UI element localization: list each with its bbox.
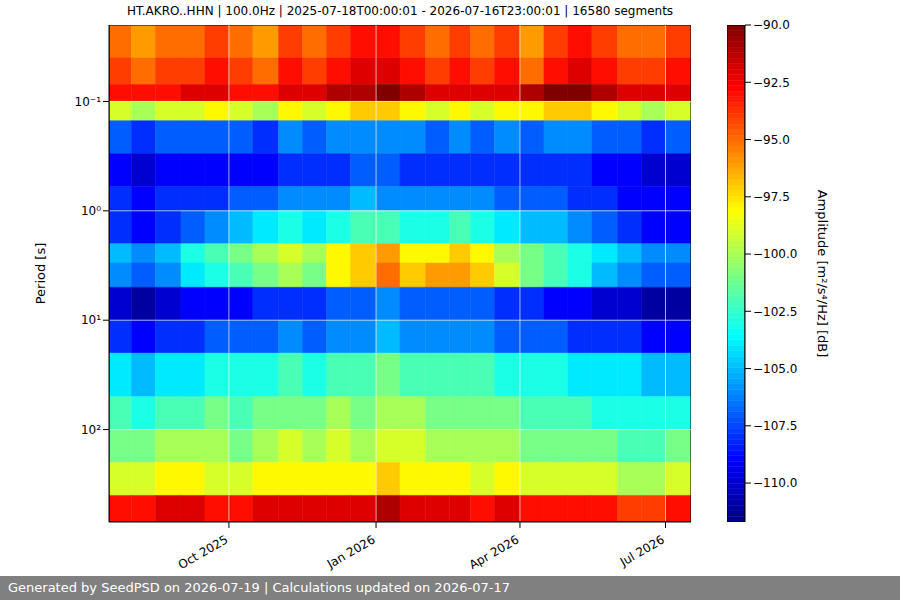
- svg-text:Amplitude [m²/s⁴/Hz] [dB]: Amplitude [m²/s⁴/Hz] [dB]: [815, 190, 830, 358]
- svg-text:−97.5: −97.5: [753, 190, 790, 204]
- svg-text:−92.5: −92.5: [753, 76, 790, 90]
- svg-text:−107.5: −107.5: [753, 419, 797, 433]
- svg-text:Period [s]: Period [s]: [33, 243, 48, 305]
- svg-text:−110.0: −110.0: [753, 476, 797, 490]
- svg-text:10²: 10²: [81, 423, 101, 437]
- svg-text:−90.0: −90.0: [753, 18, 790, 32]
- svg-text:−102.5: −102.5: [753, 305, 797, 319]
- svg-text:Jan 2026: Jan 2026: [324, 532, 378, 571]
- svg-text:Jul 2026: Jul 2026: [617, 532, 667, 569]
- svg-text:−95.0: −95.0: [753, 133, 790, 147]
- svg-text:10⁰: 10⁰: [81, 204, 101, 218]
- svg-text:Oct 2025: Oct 2025: [176, 532, 231, 572]
- svg-text:10¹: 10¹: [81, 313, 101, 327]
- svg-text:10⁻¹: 10⁻¹: [75, 95, 102, 109]
- html-text:Generated by SeedPSD on 2026-0: Generated by SeedPSD on 2026-07-19 | Cal…: [8, 580, 510, 595]
- svg-text:Apr 2026: Apr 2026: [467, 532, 522, 572]
- svg-text:−100.0: −100.0: [753, 247, 797, 261]
- svg-text:−105.0: −105.0: [753, 362, 797, 376]
- html-text:HT.AKRO..HHN | 100.0Hz | 2025-: HT.AKRO..HHN | 100.0Hz | 2025-07-18T00:0…: [126, 4, 674, 18]
